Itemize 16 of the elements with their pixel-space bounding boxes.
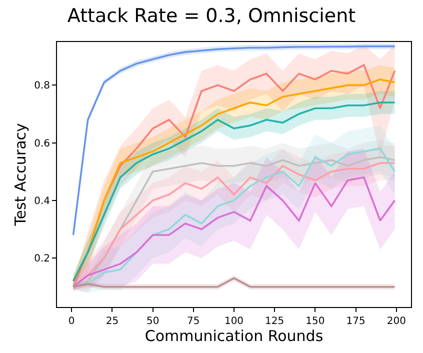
chart-title: Attack Rate = 0.3, Omniscient bbox=[67, 5, 356, 28]
x-tick-label: 150 bbox=[306, 316, 325, 327]
y-tick-label: 0.8 bbox=[34, 80, 50, 92]
y-tick-label: 0.4 bbox=[34, 196, 50, 207]
x-tick-label: 50 bbox=[146, 316, 160, 327]
x-tick-label: 0 bbox=[68, 316, 75, 327]
x-tick-label: 100 bbox=[224, 316, 244, 327]
x-tick-label: 75 bbox=[187, 316, 200, 327]
x-tick-label: 200 bbox=[386, 316, 406, 327]
x-tick-label: 125 bbox=[265, 316, 284, 327]
x-tick-label: 25 bbox=[106, 316, 119, 327]
y-tick-label: 0.2 bbox=[34, 254, 50, 265]
y-tick-label: 0.6 bbox=[34, 138, 50, 150]
y-axis-title: Test Accuracy bbox=[11, 122, 30, 227]
x-axis-title: Communication Rounds bbox=[144, 327, 324, 345]
x-tick-label: 175 bbox=[346, 316, 366, 327]
